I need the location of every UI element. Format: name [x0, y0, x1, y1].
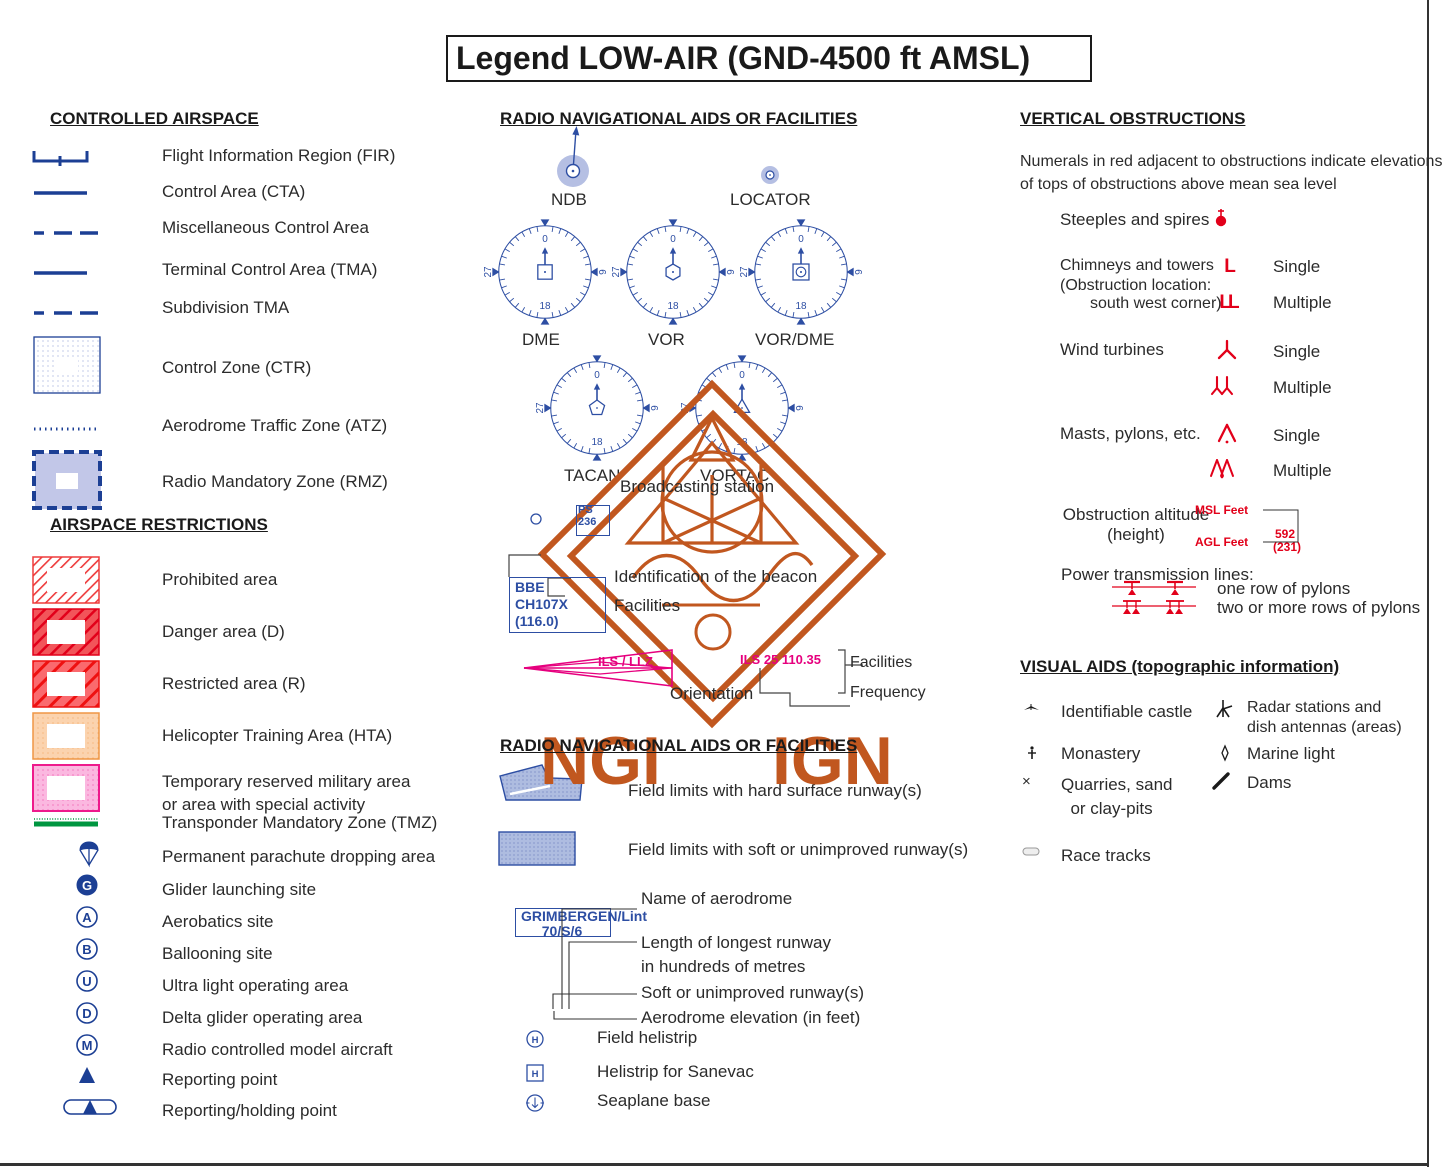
svg-text:B: B: [82, 942, 91, 957]
svg-text:L: L: [1224, 256, 1236, 277]
svg-text:18: 18: [795, 301, 807, 312]
svg-text:0: 0: [670, 234, 676, 245]
svg-text:A: A: [82, 910, 92, 925]
svg-text:AGL Feet: AGL Feet: [1195, 535, 1248, 549]
svg-text:6: 6: [852, 269, 863, 275]
svg-text:0: 0: [798, 234, 804, 245]
svg-text:27: 27: [739, 266, 750, 278]
svg-text:U: U: [82, 974, 91, 989]
svg-text:0: 0: [542, 234, 548, 245]
svg-text:M: M: [82, 1038, 93, 1053]
svg-text:27: 27: [483, 266, 494, 278]
svg-text:27: 27: [611, 266, 622, 278]
svg-text:18: 18: [667, 301, 679, 312]
svg-text:MSL Feet: MSL Feet: [1195, 503, 1248, 517]
svg-text:18: 18: [539, 301, 551, 312]
svg-text:H: H: [532, 1035, 539, 1046]
svg-text:H: H: [532, 1069, 539, 1080]
svg-text:G: G: [82, 878, 92, 893]
svg-text:592: 592: [1275, 527, 1295, 541]
svg-text:LL: LL: [1219, 292, 1240, 313]
svg-text:D: D: [82, 1006, 91, 1021]
